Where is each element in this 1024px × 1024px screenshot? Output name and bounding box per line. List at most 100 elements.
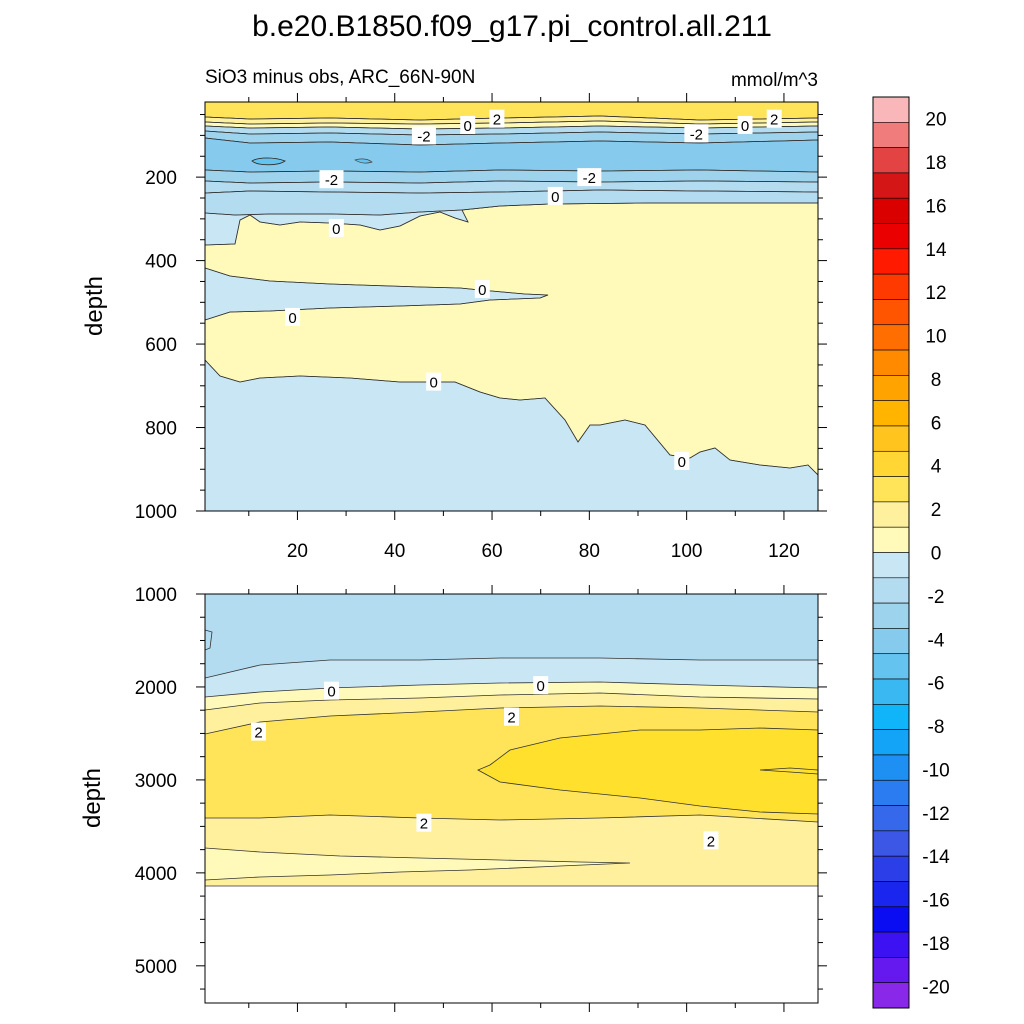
contour-label-box xyxy=(474,279,490,298)
colorbar-label: 4 xyxy=(931,457,942,478)
contour-label: 2 xyxy=(254,725,262,742)
lower-axes: 1000 2000 3000 4000 5000 xyxy=(135,585,827,1012)
contour-label-box xyxy=(460,115,476,134)
colorbar-swatch xyxy=(872,96,910,123)
colorbar-swatch xyxy=(872,678,910,705)
colorbar-swatch xyxy=(872,400,910,427)
x-tick-label: 100 xyxy=(671,541,703,562)
contour-label: 0 xyxy=(551,189,559,206)
lower-contour-lines xyxy=(205,629,818,887)
colorbar-label: -12 xyxy=(922,804,949,825)
x-tick-label: 80 xyxy=(579,541,600,562)
y-tick-label: 600 xyxy=(145,335,177,356)
contour-label: -2 xyxy=(690,126,703,143)
colorbar-swatch xyxy=(872,855,910,882)
contour-label: 0 xyxy=(478,282,486,299)
contour-label: -2 xyxy=(583,170,596,187)
colorbar-label: 10 xyxy=(925,327,946,348)
contour-label-box xyxy=(426,372,442,391)
contour-label-box xyxy=(766,109,782,128)
y-tick-label: 400 xyxy=(145,252,177,273)
colorbar-swatch xyxy=(872,324,910,351)
colorbar-label: -2 xyxy=(928,587,945,608)
contour-label: 0 xyxy=(332,221,340,238)
contour-label: 2 xyxy=(507,710,515,727)
colorbar-swatch xyxy=(872,779,910,806)
contour-label: 0 xyxy=(537,678,545,695)
contour-label-box xyxy=(703,831,719,850)
colorbar-swatch xyxy=(872,653,910,680)
contour-label-box xyxy=(547,186,563,205)
colorbar-swatch xyxy=(872,704,910,730)
colorbar-label: 0 xyxy=(931,544,942,565)
colorbar-swatch xyxy=(872,729,910,756)
colorbar-label: -6 xyxy=(928,674,945,695)
colorbar-label: -8 xyxy=(928,717,945,738)
contour-label-box xyxy=(533,676,549,695)
colorbar-label: 2 xyxy=(931,500,942,521)
panel-subtitle-variable: SiO3 minus obs, ARC_66N-90N xyxy=(205,67,475,88)
colorbar-label: 8 xyxy=(931,370,942,391)
colorbar-swatch xyxy=(872,577,910,604)
colorbar-swatch xyxy=(872,172,910,199)
colorbar-swatch xyxy=(872,526,910,553)
contour-label: 2 xyxy=(707,833,715,850)
colorbar-swatch xyxy=(872,450,910,477)
colorbar-swatch xyxy=(872,375,910,401)
x-tick-label: 40 xyxy=(384,541,405,562)
colorbar-swatch xyxy=(872,223,910,250)
contour-label: 0 xyxy=(678,454,686,471)
upper-plot-frame xyxy=(204,101,819,512)
contour-label-box xyxy=(577,168,602,187)
colorbar-swatch xyxy=(872,805,910,832)
contour-label: 0 xyxy=(327,684,335,701)
colorbar-swatch xyxy=(872,628,910,655)
colorbar-swatch xyxy=(872,906,910,933)
colorbar-swatch xyxy=(872,982,910,1009)
x-tick-label: 20 xyxy=(287,541,308,562)
y-tick-label: 200 xyxy=(145,168,177,189)
colorbar-swatch xyxy=(872,830,910,857)
y-tick-label: 800 xyxy=(145,419,177,440)
colorbar-swatch xyxy=(872,957,910,983)
upper-y-axis-label: depth xyxy=(81,276,108,336)
colorbar-swatch xyxy=(872,299,910,326)
colorbar-label: 6 xyxy=(931,413,942,434)
contour-label: 0 xyxy=(429,375,437,392)
contour-label: 0 xyxy=(741,118,749,135)
y-tick-label: 5000 xyxy=(135,957,177,978)
contour-label-box xyxy=(489,109,505,128)
contour-label-box xyxy=(285,307,301,326)
upper-contour-labels: 2 2 0 0 -2 -2 -2 -2 0 0 0 0 0 0 xyxy=(285,109,782,471)
y-tick-label: 4000 xyxy=(135,864,177,885)
upper-contour-fill xyxy=(205,102,818,511)
contour-label: -2 xyxy=(325,172,338,189)
y-tick-label: 2000 xyxy=(135,678,177,699)
colorbar-label: -18 xyxy=(922,934,949,955)
colorbar-swatch xyxy=(872,197,910,224)
colorbar-swatch xyxy=(872,122,910,148)
colorbar-labels: 20181614121086420-2-4-6-8-10-12-14-16-18… xyxy=(922,110,950,999)
lower-contour-labels: 0 0 2 2 2 2 xyxy=(251,676,719,850)
contour-label: 0 xyxy=(288,310,296,327)
contour-label-box xyxy=(416,813,432,832)
colorbar-label: 20 xyxy=(925,110,946,131)
colorbar-swatch xyxy=(872,931,910,958)
contour-label-box xyxy=(504,707,519,726)
colorbar-swatch xyxy=(872,476,910,503)
lower-panel: 0 0 2 2 2 2 1000 2000 3000 4000 5000 depth xyxy=(79,585,827,1012)
y-tick-label: 1000 xyxy=(135,585,177,606)
y-tick-label: 1000 xyxy=(135,502,177,523)
colorbar-label: -14 xyxy=(922,847,950,868)
contour-label-box xyxy=(684,124,709,143)
colorbar-label: 12 xyxy=(925,283,946,304)
colorbar-swatch xyxy=(872,425,910,452)
y-tick-label: 3000 xyxy=(135,771,177,792)
colorbar-swatch xyxy=(872,273,910,300)
colorbar-frame xyxy=(872,96,910,1009)
colorbar-label: -10 xyxy=(922,760,949,781)
contour-label: 0 xyxy=(464,118,472,135)
x-tick-label: 120 xyxy=(768,541,800,562)
